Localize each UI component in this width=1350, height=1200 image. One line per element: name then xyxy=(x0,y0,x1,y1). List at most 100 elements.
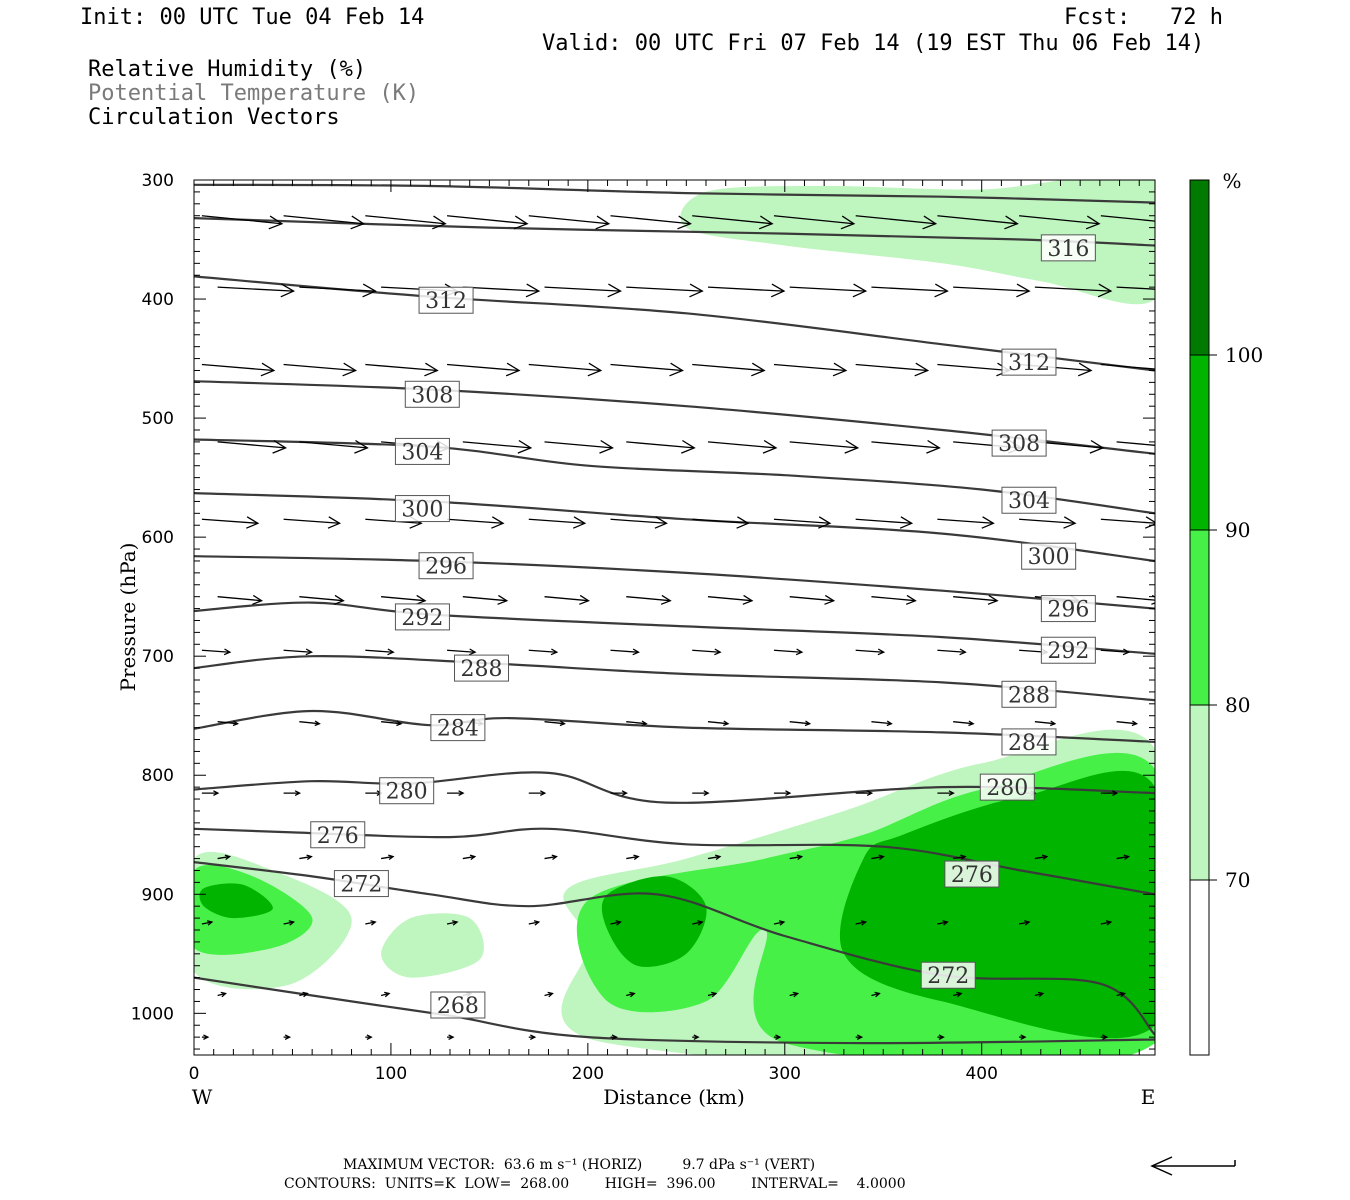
contour-label-text: 272 xyxy=(340,873,382,898)
vector-shaft xyxy=(1100,363,1155,370)
vector-shaft xyxy=(528,649,557,653)
vector-head xyxy=(530,1034,537,1040)
vector-head xyxy=(1063,516,1077,529)
vector-head xyxy=(448,1034,455,1040)
circulation-vector xyxy=(855,362,930,377)
vector-head xyxy=(715,854,722,861)
vector-shaft xyxy=(953,721,974,725)
vector-shaft xyxy=(447,518,504,524)
circulation-vector xyxy=(201,920,214,926)
circulation-vector xyxy=(871,594,917,605)
vector-shaft xyxy=(789,441,858,449)
circulation-vector xyxy=(692,1034,700,1040)
contour-label-292: 292 xyxy=(1040,636,1096,664)
rh-region-100 xyxy=(199,883,273,919)
isentrope-268 xyxy=(194,976,1155,1045)
vector-head xyxy=(599,439,614,454)
vector-head xyxy=(987,594,999,605)
contour-label-box xyxy=(1001,486,1057,514)
circulation-vector xyxy=(692,215,774,230)
contour-label-box xyxy=(1040,636,1096,664)
x-tick-label: 400 xyxy=(965,1064,997,1084)
vector-shaft xyxy=(462,286,539,292)
circulation-vector xyxy=(217,283,296,298)
circulation-vector xyxy=(528,362,603,377)
vector-shaft xyxy=(773,215,855,225)
y-tick-label: 500 xyxy=(142,409,174,429)
vector-shaft xyxy=(1116,596,1155,601)
vector-head xyxy=(1024,920,1031,926)
vector-head xyxy=(550,648,559,656)
circulation-vector xyxy=(610,516,668,529)
vector-shaft xyxy=(1100,215,1155,222)
vector-head xyxy=(533,920,541,926)
circulation-vector xyxy=(871,991,881,998)
vector-head xyxy=(1112,790,1119,796)
vector-head xyxy=(384,991,391,998)
x-tick-label: 0 xyxy=(189,1064,200,1084)
circulation-vector xyxy=(528,516,587,529)
circulation-vector xyxy=(855,648,886,656)
circulation-vector xyxy=(626,720,648,727)
vector-head xyxy=(697,920,704,926)
circulation-vector xyxy=(692,516,750,529)
vector-shaft xyxy=(1116,441,1155,446)
colorbar-label: 90 xyxy=(1225,518,1250,542)
vector-shaft xyxy=(855,921,866,925)
vector-head xyxy=(288,920,296,926)
contour-label-box xyxy=(430,714,486,742)
circulation-vector xyxy=(855,215,938,230)
vector-head xyxy=(260,362,276,377)
vector-head xyxy=(246,516,260,529)
vector-shaft xyxy=(855,363,928,372)
vector-head xyxy=(934,283,949,298)
circulation-vector xyxy=(462,283,541,298)
vector-shaft xyxy=(773,649,802,653)
contour-label-296: 296 xyxy=(418,552,474,580)
vector-head xyxy=(922,215,938,230)
circulation-vector xyxy=(937,215,1019,230)
vector-head xyxy=(856,1034,864,1040)
contour-label-text: 292 xyxy=(1047,639,1089,664)
circulation-vector xyxy=(447,648,477,656)
humidity-fill-layer xyxy=(194,180,1155,1055)
circulation-vector xyxy=(1100,363,1155,370)
circulation-vector xyxy=(1100,215,1155,222)
vector-head xyxy=(547,991,554,998)
vector-head xyxy=(874,991,881,998)
vector-head xyxy=(458,790,465,796)
valid-time: Valid: 00 UTC Fri 07 Feb 14 (19 EST Thu … xyxy=(542,31,1205,56)
vector-shaft xyxy=(299,855,312,860)
x-west-label: W xyxy=(192,1085,213,1109)
vector-head xyxy=(396,720,403,727)
vector-shaft xyxy=(610,518,667,524)
circulation-vector xyxy=(283,648,314,656)
contour-label-316: 316 xyxy=(1040,234,1096,262)
circulation-vector xyxy=(855,1034,864,1040)
vector-shaft xyxy=(462,441,531,449)
vector-head xyxy=(302,991,309,998)
circulation-vector xyxy=(789,991,800,998)
vector-shaft xyxy=(528,921,539,925)
circulation-vector xyxy=(937,648,967,656)
vector-head xyxy=(272,439,288,454)
contour-label-text: 284 xyxy=(1008,731,1050,756)
vector-head xyxy=(1105,920,1113,926)
circulation-vector xyxy=(1100,648,1131,656)
vector-head xyxy=(370,920,377,926)
vector-head xyxy=(505,362,521,377)
circulation-vector xyxy=(610,362,684,377)
vector-head xyxy=(314,720,321,727)
contour-label-284: 284 xyxy=(430,714,486,742)
vector-shaft xyxy=(789,721,810,725)
legend-potential-temperature: Potential Temperature (K) xyxy=(88,81,420,106)
vector-shaft xyxy=(692,215,773,225)
contour-label-text: 308 xyxy=(411,383,453,408)
x-tick-label: 300 xyxy=(769,1064,801,1084)
vector-shaft xyxy=(201,649,230,653)
circulation-vector xyxy=(937,1034,945,1040)
vector-head xyxy=(1041,854,1049,861)
circulation-vector xyxy=(201,516,260,529)
circulation-vector xyxy=(380,991,391,998)
circulation-vector xyxy=(871,439,941,454)
